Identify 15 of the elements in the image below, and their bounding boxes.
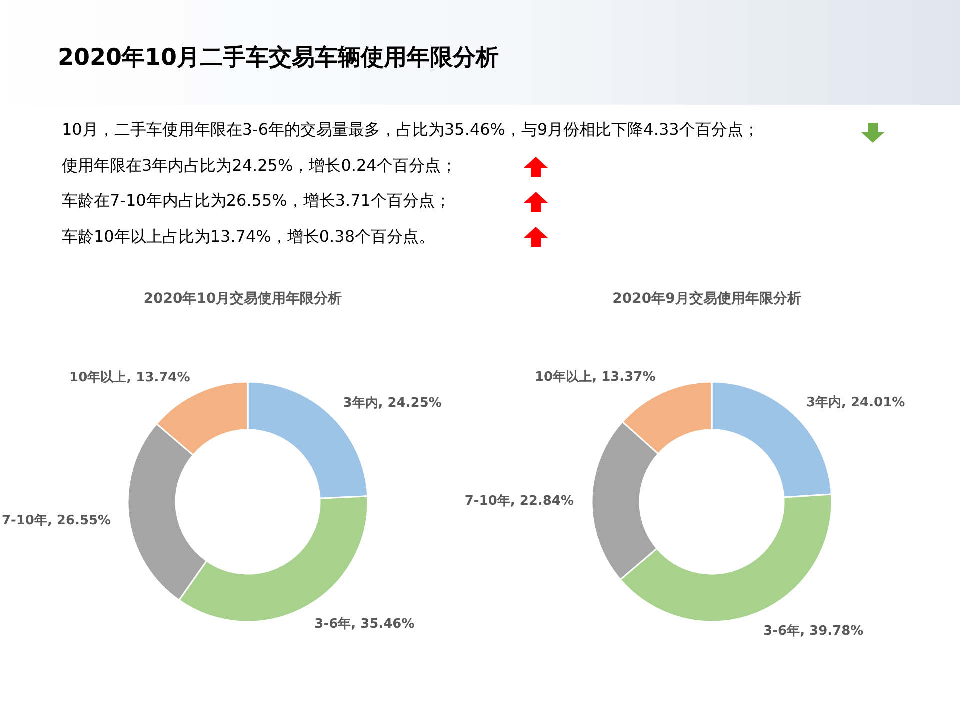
text: 10月，二手车使用年限在3-6年的交易量最多，占比为35.46%，与9月份相比下降4.33个百分点；: [62, 120, 760, 139]
slice-label: 10年以上, 13.74%: [70, 370, 190, 386]
slice-label: 7-10年, 22.84%: [464, 494, 574, 510]
chart-title: 2020年10月交易使用年限分析: [142, 290, 344, 308]
slice-label: 10年以上, 13.37%: [535, 370, 656, 385]
slice-label: 3年内, 24.01%: [806, 395, 906, 410]
text: 车龄10年以上占比为13.74%，增长0.38个百分点。: [62, 226, 435, 246]
slice-label: 3-6年, 39.78%: [764, 624, 864, 639]
text: 使用年限在3年内占比为24.25%，增长0.24个百分点；: [62, 156, 457, 174]
chart-title: 2020年9月交易使用年限分析: [612, 290, 802, 308]
slice-label: 3-6年, 35.46%: [314, 616, 415, 632]
text: 车龄在7-10年内占比为26.55%，增长3.71个百分点；: [62, 191, 451, 210]
slice-label: 3年内, 24.25%: [343, 396, 442, 412]
text: 2020年10月二手车交易车辆使用年限分析: [58, 44, 500, 73]
slice-label: 7-10年, 26.55%: [2, 513, 112, 528]
